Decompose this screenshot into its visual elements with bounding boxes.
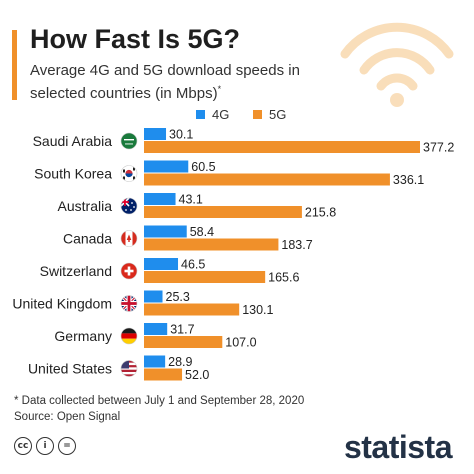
bar-4g-australia [144, 193, 176, 205]
category-label-canada: Canada [63, 231, 112, 247]
legend-swatch-4g [196, 110, 205, 119]
accent-bar [12, 30, 17, 100]
value-label-4g-south-korea: 60.5 [191, 160, 215, 174]
subtitle-footnote-mark: * [217, 84, 222, 94]
cc-icon: cc [14, 437, 32, 455]
bar-5g-united-states [144, 368, 183, 381]
australia-flag-icon [120, 197, 138, 215]
chart-title: How Fast Is 5G? [30, 24, 241, 54]
bar-5g-germany [144, 336, 223, 348]
value-label-4g-canada: 58.4 [190, 225, 214, 239]
value-label-4g-australia: 43.1 [179, 193, 203, 207]
category-label-saudi-arabia: Saudi Arabia [33, 133, 113, 149]
value-label-5g-australia: 215.8 [305, 206, 336, 220]
bar-4g-germany [144, 323, 168, 335]
category-label-australia: Australia [58, 198, 113, 214]
legend-label-5g: 5G [269, 107, 286, 122]
bar-5g-switzerland [144, 271, 266, 283]
value-label-4g-united-kingdom: 25.3 [166, 290, 190, 304]
category-label-united-kingdom: United Kingdom [12, 296, 112, 312]
subtitle-text: Average 4G and 5G download speeds in sel… [30, 62, 300, 102]
bar-5g-saudi-arabia [144, 141, 420, 153]
footnote-source: Source: Open Signal [14, 411, 121, 423]
value-label-4g-saudi-arabia: 30.1 [169, 128, 193, 142]
bar-4g-united-states [144, 355, 166, 368]
saudi-arabia-flag-icon [120, 132, 138, 150]
germany-flag-icon [120, 327, 138, 345]
value-label-4g-switzerland: 46.5 [181, 258, 205, 272]
bar-chart: 4G 5G Saudi Arabia 30.1 377.2 South Korea 60.5… [12, 107, 454, 382]
united-kingdom-flag-icon [120, 295, 138, 312]
united-states-flag-icon [120, 360, 138, 377]
bar-4g-united-kingdom [144, 290, 163, 303]
legend-label-4g: 4G [212, 107, 229, 122]
bar-4g-saudi-arabia [144, 128, 167, 140]
value-label-5g-germany: 107.0 [225, 336, 256, 350]
footnote-note: * Data collected between July 1 and Sept… [14, 395, 305, 407]
bar-5g-canada [144, 238, 279, 251]
bar-4g-canada [144, 225, 187, 238]
value-label-5g-canada: 183.7 [281, 238, 312, 252]
category-label-germany: Germany [54, 328, 112, 344]
nd-icon: = [58, 437, 76, 455]
category-label-switzerland: Switzerland [40, 263, 112, 279]
value-label-5g-south-korea: 336.1 [393, 173, 424, 187]
value-label-5g-switzerland: 165.6 [268, 271, 299, 285]
wifi-signal-icon [340, 22, 454, 107]
value-label-5g-united-states: 52.0 [185, 368, 209, 382]
by-icon: i [36, 437, 54, 455]
footer: cc i = statista [0, 429, 474, 474]
canada-flag-icon [120, 230, 138, 247]
bar-5g-united-kingdom [144, 303, 240, 316]
category-label-south-korea: South Korea [34, 166, 112, 182]
value-label-5g-united-kingdom: 130.1 [242, 303, 273, 317]
south-korea-flag-icon [120, 165, 138, 182]
value-label-4g-united-states: 28.9 [168, 355, 192, 369]
category-label-united-states: United States [28, 361, 112, 377]
bar-4g-south-korea [144, 160, 189, 173]
legend-swatch-5g [253, 110, 262, 119]
switzerland-flag-icon [120, 262, 138, 280]
chart-subtitle: Average 4G and 5G download speeds in sel… [30, 61, 330, 103]
value-label-5g-saudi-arabia: 377.2 [423, 141, 454, 155]
statista-logo: statista [343, 429, 453, 465]
value-label-4g-germany: 31.7 [170, 323, 194, 337]
footnote: * Data collected between July 1 and Sept… [14, 393, 304, 425]
bar-5g-australia [144, 206, 302, 218]
bar-4g-switzerland [144, 258, 179, 270]
bar-5g-south-korea [144, 173, 390, 186]
